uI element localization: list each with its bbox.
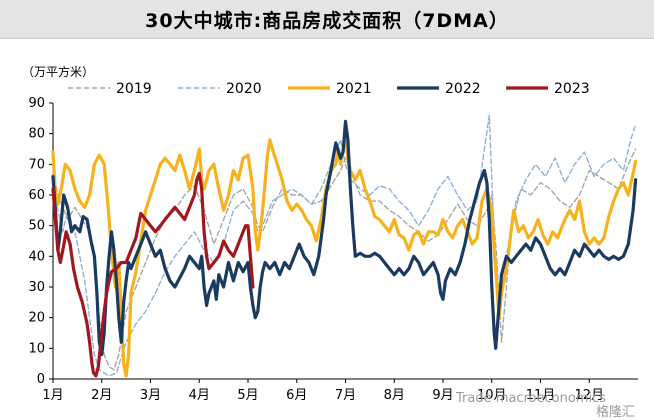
- x-tick-label: 4月: [189, 388, 210, 403]
- y-tick-label: 90: [28, 96, 45, 111]
- chart-title: 30大中城市:商品房成交面积（7DMA）: [145, 9, 509, 32]
- y-tick-label: 20: [28, 311, 45, 326]
- x-tick-label: 5月: [237, 388, 258, 403]
- legend-label-2019: 2019: [116, 81, 152, 97]
- series-line-2019: [52, 148, 637, 371]
- legend-label-2023: 2023: [554, 81, 590, 97]
- x-tick-label: 7月: [335, 388, 356, 403]
- y-tick-label: 30: [28, 280, 45, 295]
- series-line-2023: [51, 171, 255, 378]
- series-layer: [51, 114, 638, 378]
- watermark-logo-text: 格隆汇: [596, 404, 635, 420]
- series-line-2021: [51, 132, 638, 378]
- x-tick-label: 10月: [477, 388, 507, 403]
- watermark: Trade macroeconomics 格隆汇: [455, 391, 635, 420]
- y-tick-label: 60: [28, 188, 45, 203]
- legend-label-2020: 2020: [226, 81, 262, 97]
- y-tick-label: 40: [28, 249, 45, 264]
- x-tick-label: 2月: [91, 388, 112, 403]
- x-tick-label: 12月: [574, 388, 604, 403]
- watermark-text: Trade macroeconomics: [455, 391, 606, 406]
- y-tick-label: 70: [28, 157, 45, 172]
- x-tick-label: 9月: [432, 388, 453, 403]
- y-tick-label: 80: [28, 127, 45, 142]
- y-tick-label: 50: [28, 219, 45, 234]
- x-tick-label: 11月: [526, 388, 556, 403]
- x-tick-label: 3月: [140, 388, 161, 403]
- unit-label: （万平方米）: [22, 64, 94, 79]
- y-tick-label: 0: [37, 372, 45, 387]
- x-tick-label: 8月: [384, 388, 405, 403]
- axes: 0 10 20 30 40 50 60 70 80 90 1月 2月 3月 4月 5月 6月 7月 8月 9月 10月…: [28, 96, 638, 403]
- y-tick-label: 10: [28, 341, 45, 356]
- series-line-2022: [51, 119, 638, 357]
- line-chart: （万平方米） 2019 2020 2021 2022 2023 0 10 20 30 40 50 6…: [22, 64, 638, 420]
- title-bar: 30大中城市:商品房成交面积（7DMA）: [0, 0, 654, 39]
- legend-label-2021: 2021: [336, 81, 372, 97]
- x-tick-label: 6月: [286, 388, 307, 403]
- x-tick-label: 1月: [42, 388, 63, 403]
- legend: 2019 2020 2021 2022 2023: [68, 81, 590, 97]
- legend-label-2022: 2022: [445, 81, 481, 97]
